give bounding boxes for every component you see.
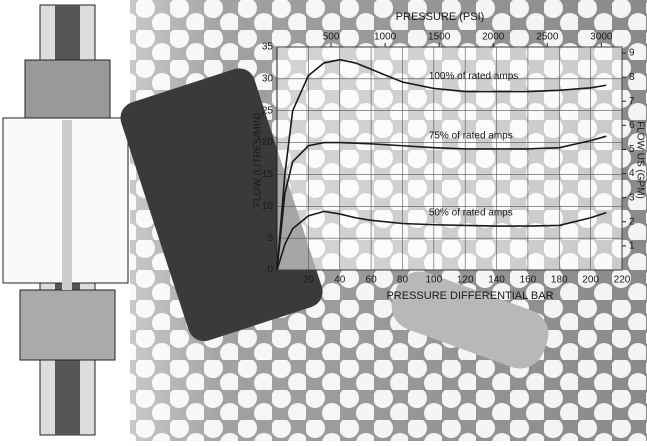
- series-label: 100% of rated amps: [429, 71, 519, 82]
- y2-tick-label: 4: [629, 168, 635, 179]
- x-axis-title: PRESSURE DIFFERENTIAL BAR: [386, 290, 553, 302]
- y2-tick-label: 8: [629, 72, 635, 83]
- y-tick-label: 25: [262, 105, 274, 116]
- series-label: 50% of rated amps: [429, 207, 513, 218]
- x-tick-label: 160: [520, 275, 537, 286]
- chart: PRESSURE (PSI) PRESSURE DIFFERENTIAL BAR…: [0, 0, 647, 441]
- y-tick-label: 10: [262, 201, 274, 212]
- x-tick-label: 20: [303, 275, 315, 286]
- x-tick-label: 200: [582, 275, 599, 286]
- series-label: 75% of rated amps: [429, 130, 513, 141]
- y-tick-label: 35: [262, 42, 274, 53]
- y-tick-label: 15: [262, 169, 274, 180]
- y2-tick-label: 9: [629, 48, 635, 59]
- y-tick-label: 0: [267, 265, 273, 276]
- x2-tick-label: 500: [323, 32, 340, 43]
- x-tick-label: 120: [457, 275, 474, 286]
- x-tick-label: 220: [614, 275, 631, 286]
- y-tick-label: 5: [267, 233, 273, 244]
- y2-tick-label: 3: [629, 192, 635, 203]
- x-tick-label: 140: [488, 275, 505, 286]
- x-tick-label: 180: [551, 275, 568, 286]
- top-axis-title: PRESSURE (PSI): [396, 11, 485, 23]
- y-tick-label: 30: [262, 73, 274, 84]
- y2-tick-label: 6: [629, 120, 635, 131]
- x2-tick-label: 1500: [428, 32, 451, 43]
- x-tick-label: 80: [397, 275, 409, 286]
- y2-axis-title: FLOW US (GPM): [634, 121, 645, 199]
- y2-tick-label: 5: [629, 144, 635, 155]
- x2-tick-label: 1000: [374, 32, 397, 43]
- x-tick-label: 40: [334, 275, 346, 286]
- y2-tick-label: 7: [629, 96, 635, 107]
- valve-illustration: [0, 0, 130, 441]
- x2-tick-label: 2000: [482, 32, 505, 43]
- x2-tick-label: 3000: [590, 32, 613, 43]
- x-tick-label: 100: [425, 275, 442, 286]
- x-tick-label: 60: [366, 275, 378, 286]
- y2-tick-label: 1: [629, 241, 635, 252]
- y2-tick-label: 2: [629, 216, 635, 227]
- y-tick-label: 20: [262, 137, 274, 148]
- y-axis-title: FLOW (LITRES/MIN): [253, 113, 264, 207]
- x2-tick-label: 2500: [536, 32, 559, 43]
